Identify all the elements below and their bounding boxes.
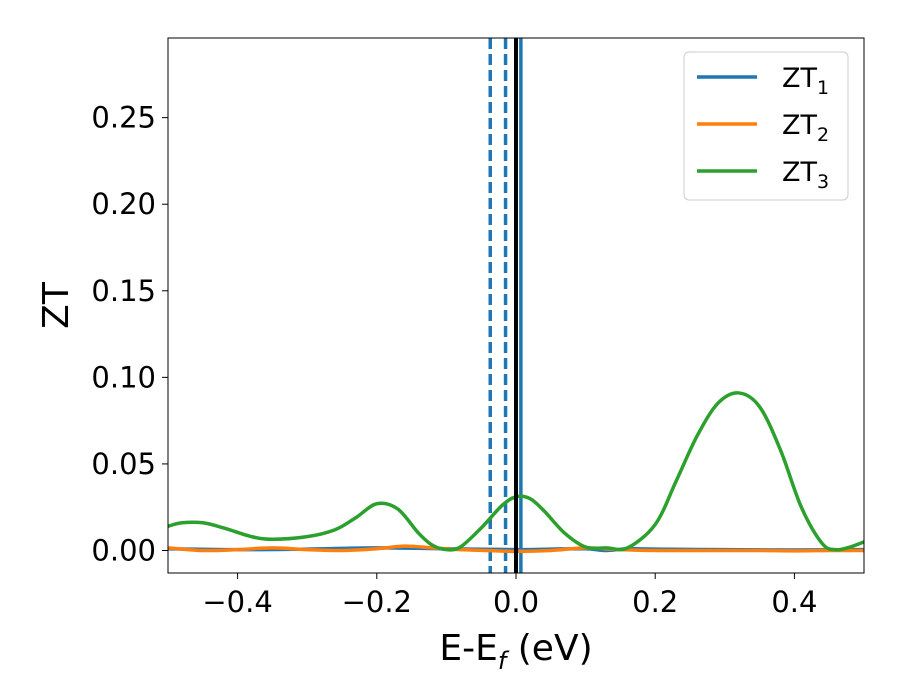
y-tick-label: 0.00 — [91, 533, 156, 567]
x-axis-ticks: −0.4 −0.2 0.0 0.2 0.4 — [202, 573, 817, 619]
legend-label-zt1: ZT1 — [782, 63, 829, 99]
y-tick-label: 0.15 — [91, 274, 156, 308]
legend: ZT1 ZT2 ZT3 — [683, 51, 849, 201]
x-axis-label-unit: (eV) — [506, 628, 592, 669]
y-tick-label: 0.25 — [91, 101, 156, 135]
x-tick-label: 0.0 — [493, 585, 539, 619]
legend-label-zt3: ZT3 — [782, 157, 829, 193]
x-axis-label-main: E-E — [439, 628, 497, 669]
legend-box — [683, 51, 849, 201]
legend-label-zt2: ZT2 — [782, 110, 829, 146]
y-axis-ticks: 0.00 0.05 0.10 0.15 0.20 0.25 — [91, 101, 168, 567]
x-axis-label: E-Ef (eV) — [439, 628, 592, 675]
x-tick-label: −0.2 — [342, 585, 412, 619]
y-tick-label: 0.10 — [91, 360, 156, 394]
y-tick-label: 0.05 — [91, 447, 156, 481]
x-tick-label: 0.2 — [632, 585, 678, 619]
series-line-zt2 — [168, 544, 864, 554]
plot-area — [168, 38, 864, 573]
y-axis-label: ZT — [36, 281, 77, 329]
y-tick-label: 0.20 — [91, 187, 156, 221]
x-tick-label: −0.4 — [202, 585, 272, 619]
x-tick-label: 0.4 — [771, 585, 817, 619]
series-line-zt3 — [168, 391, 864, 552]
plot-content — [168, 38, 864, 573]
